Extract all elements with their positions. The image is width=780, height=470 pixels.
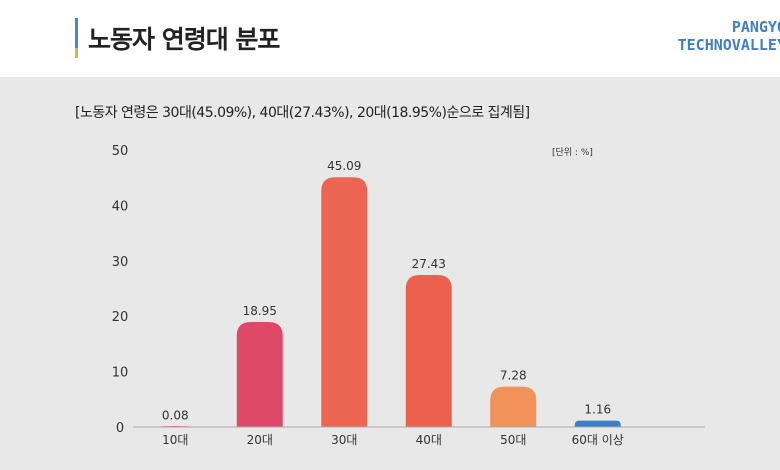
bar <box>321 177 368 427</box>
data-label: 1.16 <box>584 403 611 417</box>
chart-title: [노동자 연령은 30대(45.09%), 40대(27.43%), 20대(1… <box>75 105 530 121</box>
bar <box>236 322 283 427</box>
data-label: 27.43 <box>412 257 446 271</box>
unit-label: [단위 : %] <box>552 148 593 158</box>
data-label: 18.95 <box>243 304 277 318</box>
y-tick-label: 50 <box>112 144 129 159</box>
data-label: 0.08 <box>162 409 189 423</box>
bar <box>574 420 621 427</box>
y-tick-label: 10 <box>112 366 129 381</box>
x-tick-label: 20대 <box>247 433 273 447</box>
logo-line-1: PANGYO <box>731 18 780 36</box>
x-tick-label: 50대 <box>500 433 526 447</box>
header: 노동자 연령대 분포 PANGYO TECHNOVALLEY <box>0 0 780 77</box>
y-tick-label: 0 <box>116 421 124 436</box>
y-tick-label: 30 <box>112 255 129 270</box>
data-label: 7.28 <box>500 369 527 383</box>
x-tick-label: 60대 이상 <box>572 433 624 447</box>
bar <box>405 275 452 427</box>
bar <box>490 386 537 427</box>
x-tick-label: 30대 <box>331 433 357 447</box>
title-accent-bar <box>75 18 78 58</box>
logo: PANGYO TECHNOVALLEY <box>678 18 780 54</box>
page-title: 노동자 연령대 분포 <box>88 25 280 54</box>
y-tick-label: 20 <box>112 310 129 325</box>
data-label: 45.09 <box>327 159 361 173</box>
x-tick-label: 40대 <box>416 433 442 447</box>
logo-line-2: TECHNOVALLEY <box>677 36 780 54</box>
y-tick-label: 40 <box>112 199 129 214</box>
x-tick-label: 10대 <box>162 433 188 447</box>
